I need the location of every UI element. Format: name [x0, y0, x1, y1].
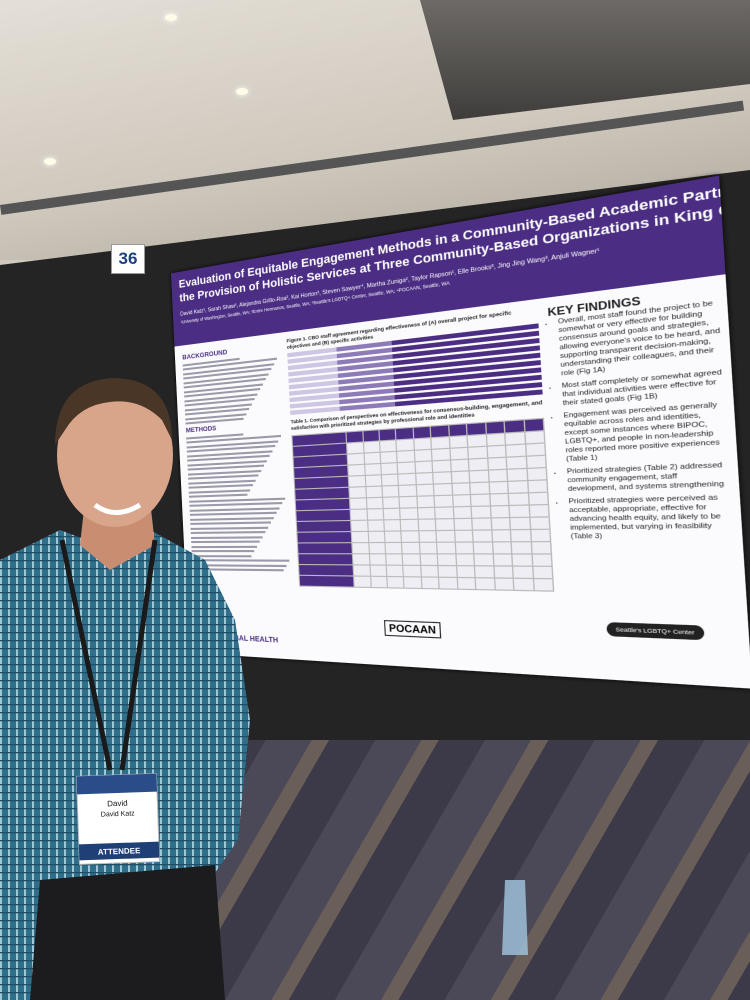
ceiling-light: [165, 14, 177, 21]
hair: [55, 378, 172, 445]
face: [57, 383, 173, 527]
badge-role: ATTENDEE: [98, 846, 141, 857]
trousers: [30, 865, 225, 1000]
poster-number: 36: [111, 244, 145, 274]
badge-header: [76, 773, 158, 795]
lanyard: [59, 539, 158, 771]
water-bottle: [502, 880, 528, 955]
badge-first-name: David: [107, 799, 128, 809]
name-badge: David David Katz ATTENDEE: [75, 773, 160, 865]
ceiling-light: [236, 88, 248, 95]
ceiling-light: [44, 158, 56, 165]
badge-footer: [78, 841, 160, 861]
badge-full-name: David Katz: [101, 810, 136, 818]
smile: [93, 502, 142, 515]
